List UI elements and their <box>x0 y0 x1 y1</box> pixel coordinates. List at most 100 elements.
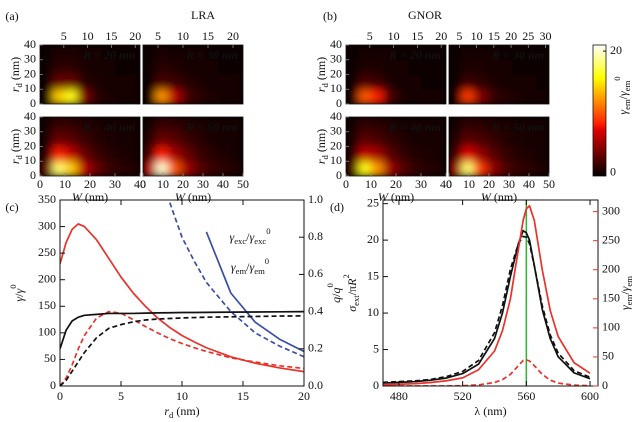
heat-cell <box>371 59 384 75</box>
heat-cell <box>115 74 128 90</box>
heat-cell <box>499 161 512 176</box>
heat-cell <box>408 45 422 61</box>
text-segment: / <box>246 260 250 274</box>
x-tick-label: 20 <box>298 389 310 403</box>
x-tick-label: 5 <box>456 29 462 43</box>
x-tick-label: 0 <box>140 177 146 191</box>
heat-cell <box>127 161 140 176</box>
y-tick-label: 0 <box>50 378 56 392</box>
y-tick-label: 100 <box>38 325 56 339</box>
heat-cell <box>511 146 525 162</box>
heat-cell <box>77 161 91 176</box>
heat-cell <box>408 146 422 162</box>
heat-cell <box>127 131 140 147</box>
heat-cell <box>396 74 409 90</box>
text-segment: γ <box>616 91 630 96</box>
heat-cell <box>52 59 66 75</box>
x-tick-label: 5 <box>61 29 67 43</box>
heat-cell <box>408 89 422 104</box>
heat-cell <box>65 131 78 147</box>
map-cells <box>40 45 140 104</box>
line-series <box>205 231 304 353</box>
heat-cell <box>168 131 181 147</box>
heat-cell <box>90 74 103 90</box>
text-segment: (nm) <box>173 404 199 418</box>
heat-cell <box>396 117 409 133</box>
heat-cell <box>115 146 128 162</box>
y-tick-label: 15 <box>367 268 379 282</box>
x-tick-label: 10 <box>176 389 188 403</box>
heat-cell <box>40 146 53 162</box>
plot-frame <box>382 199 599 387</box>
y-tick-label: 0 <box>336 168 342 182</box>
map-frame <box>448 116 550 177</box>
y-tick-label: 10 <box>330 153 342 167</box>
x-tick-label: 10 <box>177 29 189 43</box>
map-clip <box>143 45 243 104</box>
x-axis-label: W (nm) <box>72 190 108 204</box>
text-segment: W <box>378 190 389 204</box>
heat-cell <box>40 89 53 104</box>
heat-cell <box>143 117 156 133</box>
y-axis-label: rd (nm) <box>8 129 24 164</box>
heat-cell <box>408 59 422 75</box>
heat-cell <box>127 74 140 90</box>
heat-cell <box>524 74 537 90</box>
x-tick-label: 0 <box>37 177 43 191</box>
x-tick-label: 10 <box>463 177 475 191</box>
y-tick-label: 30 <box>24 124 36 138</box>
map-cells <box>449 45 549 104</box>
y2-tick-label: 0.0 <box>308 378 323 392</box>
y2-tick-label: 0.6 <box>308 266 323 280</box>
heat-cell <box>408 131 422 147</box>
heat-cell <box>524 45 537 61</box>
heat-cell <box>205 89 219 104</box>
plot-lines <box>60 202 304 386</box>
heat-cell <box>421 74 434 90</box>
heat-cell <box>449 146 462 162</box>
heat-cell <box>205 45 219 61</box>
x-tick-label: 15 <box>202 29 214 43</box>
heat-cell <box>524 146 537 162</box>
x-tick-label: 20 <box>390 177 402 191</box>
heat-cell <box>205 131 219 147</box>
heat-cell <box>218 74 231 90</box>
text-segment: d <box>14 154 24 159</box>
y-tick-label: 0 <box>336 96 342 110</box>
map-clip <box>40 117 140 176</box>
text-segment: / <box>329 293 343 297</box>
y2-tick-label: 0.2 <box>308 341 323 355</box>
heat-cell <box>65 146 78 162</box>
x-tick-label: 0 <box>57 389 63 403</box>
colorbar-tick-label: 20 <box>610 43 622 57</box>
heat-cell <box>205 59 219 75</box>
legend-label: γem/γem0 <box>231 256 269 276</box>
heat-cell <box>449 59 462 75</box>
heat-cell <box>40 74 53 90</box>
heat-cell <box>421 117 434 133</box>
heat-cell <box>474 59 487 75</box>
y-tick-label: 0 <box>30 168 36 182</box>
y-tick-label: 10 <box>24 81 36 95</box>
heat-cell <box>421 89 434 104</box>
heat-cell <box>511 74 525 90</box>
y-tick-label: 250 <box>38 245 56 259</box>
y2-axis-label: γem/γem <box>618 276 633 310</box>
map-cells <box>40 117 140 176</box>
y2-tick-label: 200 <box>602 262 620 276</box>
heat-cell <box>461 59 475 75</box>
x-tick-label: 30 <box>540 29 552 43</box>
heat-cell <box>143 74 156 90</box>
text-segment: em <box>624 294 633 305</box>
heat-cell <box>486 45 500 61</box>
heat-cell <box>218 131 231 147</box>
heat-cell <box>205 146 219 162</box>
heat-cell <box>230 45 243 61</box>
line-series <box>383 204 591 386</box>
heat-cell <box>205 161 219 176</box>
heat-cell <box>536 59 549 75</box>
heat-cell <box>230 59 243 75</box>
heat-cell <box>396 146 409 162</box>
y2-tick-label: 0.8 <box>308 229 323 243</box>
x-tick-label: 5 <box>155 29 161 43</box>
